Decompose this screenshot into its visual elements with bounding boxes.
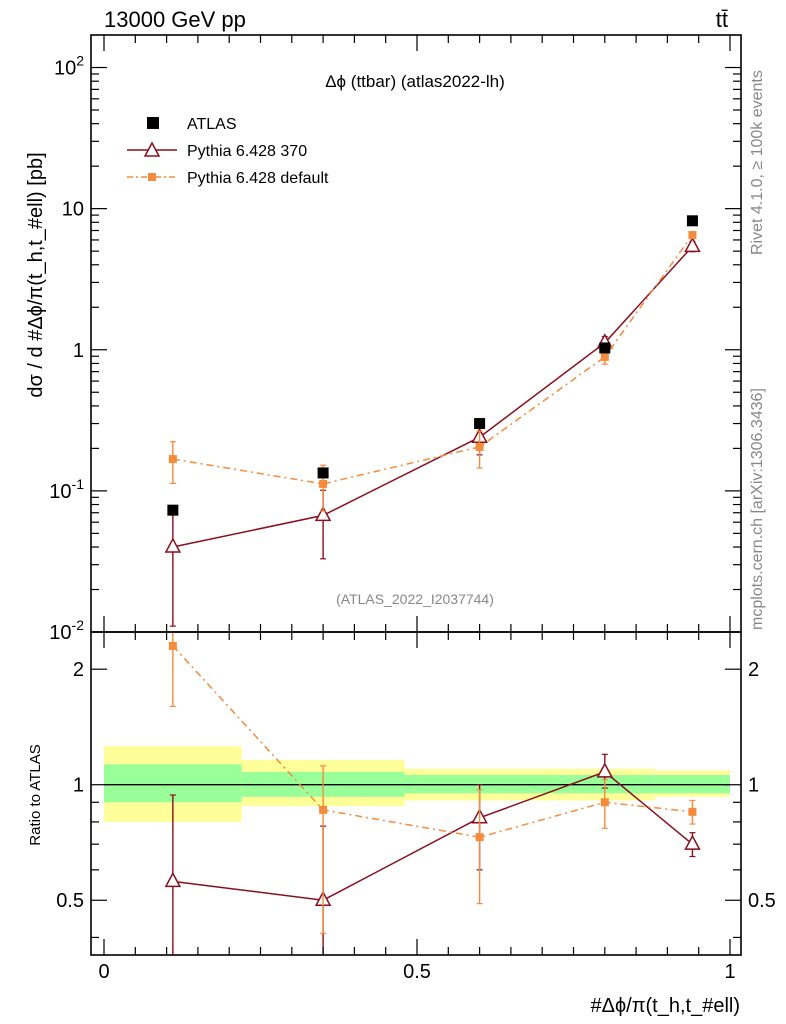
main-ytick-labels: 10-2 10-1 1 10 102 [49, 53, 84, 644]
ratio-pythia370-marker [596, 762, 614, 778]
main-ytick-label: 102 [54, 53, 84, 80]
ratio-ytick-label: 1 [73, 775, 84, 797]
atlas-data-point [599, 342, 611, 354]
rivet-label: Rivet 4.1.0, ≥ 100k events [749, 70, 766, 255]
main-pythia-default-marker [168, 455, 177, 464]
ratio-ytick-label-right: 1 [748, 775, 759, 797]
atlas-data-point [317, 467, 329, 479]
ratio-pythia-default-marker [600, 798, 609, 807]
ratio-ytick-label: 2 [73, 659, 84, 681]
main-pythia370-marker [164, 537, 182, 553]
legend-pythia-default-marker [148, 173, 156, 181]
legend-pythia370-label: Pythia 6.428 370 [187, 143, 307, 160]
main-pythia-default-marker [688, 231, 697, 240]
main-pythia-default-marker [319, 479, 328, 488]
atlas-data-point [474, 418, 486, 430]
xtick-label: 0 [98, 961, 109, 983]
legend-pythia-default-label: Pythia 6.428 default [187, 170, 329, 187]
y-axis-title: dσ / d #Δϕ/π(t_h,t_#ell) [pb] [25, 152, 47, 397]
main-pythia370-marker [314, 505, 332, 522]
y-axis-label: dσ / d #Δϕ/π(t_h,t_#ell) [pb] [25, 152, 47, 397]
x-axis-label: #Δϕ/π(t_h,t_#ell) [590, 995, 740, 1017]
legend: ATLAS Pythia 6.428 370 Pythia 6.428 defa… [127, 116, 329, 187]
legend-atlas-marker [147, 117, 159, 129]
main-ytick-label: 10-2 [49, 617, 84, 644]
ratio-pythia370-marker [684, 834, 701, 850]
energy-label: 13000 GeV pp [104, 7, 246, 32]
main-plot-content [164, 215, 701, 627]
main-pythia-default-marker [600, 352, 609, 361]
atlas-data-point [686, 215, 698, 227]
ratio-axis-label: Ratio to ATLAS [27, 744, 44, 845]
ratio-pythia-default-marker [475, 833, 484, 842]
main-pythia370-line [172, 245, 693, 548]
ratio-pythia370-marker [164, 871, 182, 888]
main-pythia370-marker [684, 236, 701, 253]
ratio-pythia-default-marker [688, 807, 697, 816]
ratio-ytick-labels: 0.5 0.5 1 1 2 2 [56, 659, 776, 912]
main-ytick-label: 1 [73, 340, 84, 362]
ratio-plot-content [104, 631, 730, 955]
process-label: tt̄ [716, 7, 728, 32]
ratio-ticks [91, 632, 741, 955]
ratio-pythia-default-line [172, 645, 693, 838]
xtick-labels: 0 0.5 1 [98, 961, 735, 983]
ratio-frame [90, 631, 742, 956]
main-ytick-label: 10 [62, 199, 84, 221]
xtick-label: 1 [724, 961, 735, 983]
ratio-ytick-label: 0.5 [56, 890, 84, 912]
main-ytick-label: 10-1 [49, 476, 84, 503]
legend-pythia370-marker [143, 141, 161, 157]
main-pythia-default-marker [475, 442, 484, 451]
ratio-panel: 0.5 0.51 12 2 0 0.5 1 [56, 631, 776, 983]
plot-title: Δϕ (ttbar) (atlas2022-lh) [325, 72, 505, 91]
ratio-ytick-label-right: 2 [748, 659, 759, 681]
legend-atlas-label: ATLAS [187, 116, 237, 133]
analysis-watermark: (ATLAS_2022_I2037744) [336, 591, 494, 607]
ratio-pythia-default-marker [168, 641, 177, 650]
ratio-ytick-label-right: 0.5 [748, 890, 776, 912]
xtick-label: 0.5 [403, 961, 431, 983]
mcplots-label: mcplots.cern.ch [arXiv:1306.3436] [749, 388, 766, 630]
ratio-pythia-default-marker [319, 805, 328, 814]
main-pythia-default-line [172, 234, 694, 485]
atlas-data-point [167, 504, 179, 516]
main-ticks [91, 35, 741, 633]
